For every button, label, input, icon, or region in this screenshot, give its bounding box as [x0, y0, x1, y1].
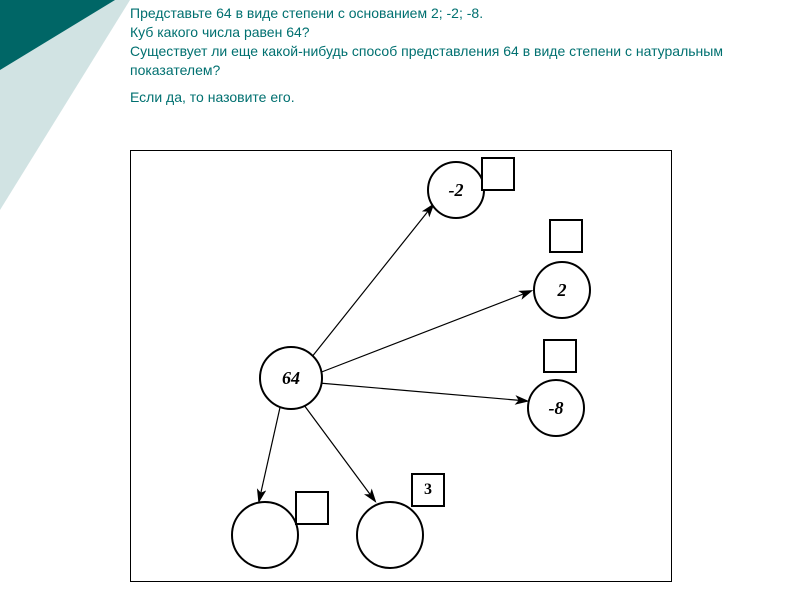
question-line-3: Существует ли еще какой-нибудь способ пр…	[130, 42, 750, 80]
arrow	[301, 401, 375, 501]
arrow	[259, 403, 281, 501]
target-node-4	[356, 501, 424, 569]
exponent-box-0	[481, 157, 515, 191]
exponent-box-4: 3	[411, 473, 445, 507]
question-line-4: Если да, то назовите его.	[130, 88, 750, 107]
question-line-1: Представьте 64 в виде степени с основани…	[130, 4, 750, 23]
target-node-1: 2	[533, 261, 591, 319]
arrow	[319, 291, 531, 373]
arrow	[311, 205, 433, 358]
slide-accent-dark	[0, 0, 115, 70]
center-node: 64	[259, 346, 323, 410]
arrow	[319, 383, 527, 401]
question-block: Представьте 64 в виде степени с основани…	[130, 4, 750, 106]
target-node-3	[231, 501, 299, 569]
question-line-2: Куб какого числа равен 64?	[130, 23, 750, 42]
spacer	[130, 80, 750, 88]
target-node-0: -2	[427, 161, 485, 219]
target-node-2: -8	[527, 379, 585, 437]
exponent-box-2	[543, 339, 577, 373]
exponent-box-3	[295, 491, 329, 525]
diagram-panel: 64 -2 2 -8 3	[130, 150, 672, 582]
exponent-box-1	[549, 219, 583, 253]
